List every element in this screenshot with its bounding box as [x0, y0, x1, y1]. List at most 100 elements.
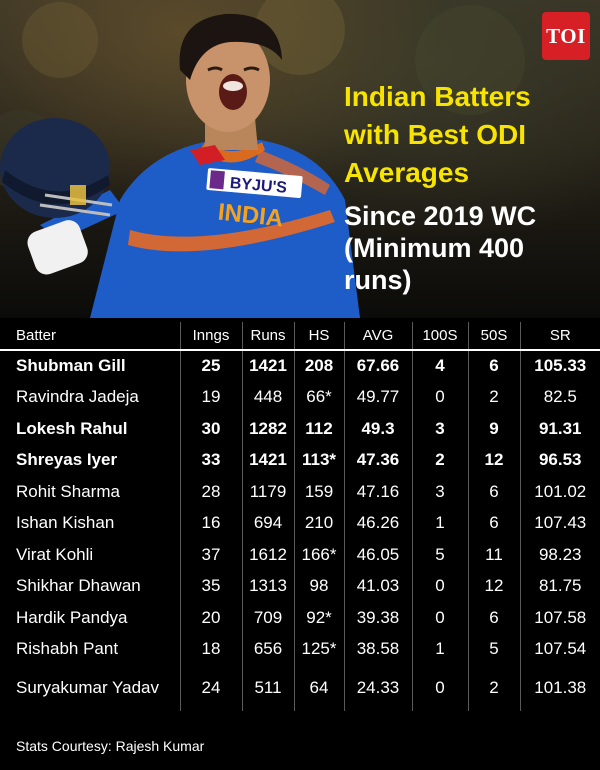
- high-score-cell: 208: [293, 350, 344, 382]
- fifties-cell: 5: [467, 633, 520, 665]
- strike-rate-cell: 101.02: [519, 476, 600, 508]
- batter-name: Lokesh Rahul: [16, 418, 128, 438]
- hero-photo: BYJU'S INDIA TOI Indian Batters with Bes…: [0, 0, 600, 318]
- batter-name: Suryakumar Yadav: [16, 678, 159, 697]
- strike-rate-cell: 107.43: [519, 507, 600, 539]
- hundreds-cell: 1: [411, 633, 468, 665]
- table-row: Virat Kohli 37 1612 166* 46.05 5 11 98.23: [0, 539, 600, 571]
- innings-cell: 19: [179, 381, 242, 413]
- average-cell: 49.3: [343, 413, 412, 445]
- fifties-cell: 2: [467, 665, 520, 711]
- high-score-cell: 112: [293, 413, 344, 445]
- hundreds-cell: 2: [411, 444, 468, 476]
- header-runs: Runs: [241, 322, 294, 351]
- strike-rate-cell: 98.23: [519, 539, 600, 571]
- fifties-cell: 9: [467, 413, 520, 445]
- innings-cell: 28: [179, 476, 242, 508]
- fifties-cell: 6: [467, 476, 520, 508]
- runs-cell: 1282: [241, 413, 294, 445]
- table-body: Shubman Gill 25 1421 208 67.66 4 6 105.33 Ravind…: [0, 350, 600, 711]
- innings-cell: 33: [179, 444, 242, 476]
- average-cell: 49.77: [343, 381, 412, 413]
- runs-cell: 656: [241, 633, 294, 665]
- hundreds-cell: 0: [411, 381, 468, 413]
- hundreds-cell: 3: [411, 413, 468, 445]
- toi-logo: TOI: [542, 12, 590, 60]
- table-row: Shubman Gill 25 1421 208 67.66 4 6 105.33: [0, 350, 600, 382]
- stats-table: Batter Inngs Runs HS AVG 100S 50S SR Shu…: [0, 322, 600, 711]
- fifties-cell: 11: [467, 539, 520, 571]
- innings-cell: 24: [179, 665, 242, 711]
- average-cell: 46.05: [343, 539, 412, 571]
- average-cell: 46.26: [343, 507, 412, 539]
- innings-cell: 35: [179, 570, 242, 602]
- average-cell: 47.16: [343, 476, 412, 508]
- high-score-cell: 125*: [293, 633, 344, 665]
- stats-table-container: Batter Inngs Runs HS AVG 100S 50S SR Shu…: [0, 322, 600, 711]
- runs-cell: 709: [241, 602, 294, 634]
- average-cell: 38.58: [343, 633, 412, 665]
- header-sr: SR: [519, 322, 600, 351]
- hundreds-cell: 1: [411, 507, 468, 539]
- batter-name: Shreyas Iyer: [16, 450, 118, 470]
- strike-rate-cell: 107.58: [519, 602, 600, 634]
- batter-name: Ishan Kishan: [16, 513, 115, 533]
- fifties-cell: 6: [467, 602, 520, 634]
- header-avg: AVG: [343, 322, 412, 351]
- table-row: Shikhar Dhawan 35 1313 98 41.03 0 12 81.75: [0, 570, 600, 602]
- strike-rate-cell: 81.75: [519, 570, 600, 602]
- hundreds-cell: 0: [411, 570, 468, 602]
- high-score-cell: 166*: [293, 539, 344, 571]
- innings-cell: 25: [179, 350, 242, 382]
- average-cell: 39.38: [343, 602, 412, 634]
- runs-cell: 1313: [241, 570, 294, 602]
- strike-rate-cell: 107.54: [519, 633, 600, 665]
- hundreds-cell: 4: [411, 350, 468, 382]
- hundreds-cell: 0: [411, 602, 468, 634]
- high-score-cell: 210: [293, 507, 344, 539]
- high-score-cell: 92*: [293, 602, 344, 634]
- headline: Indian Batters with Best ODI Averages: [344, 81, 531, 188]
- high-score-cell: 64: [293, 665, 344, 711]
- table-row: Rishabh Pant 18 656 125* 38.58 1 5 107.54: [0, 633, 600, 665]
- high-score-cell: 66*: [293, 381, 344, 413]
- average-cell: 24.33: [343, 665, 412, 711]
- runs-cell: 511: [241, 665, 294, 711]
- table-row: Shreyas Iyer 33 1421 113* 47.36 2 12 96.53: [0, 444, 600, 476]
- innings-cell: 18: [179, 633, 242, 665]
- header-50s: 50S: [467, 322, 520, 351]
- table-row: Lokesh Rahul 30 1282 112 49.3 3 9 91.31: [0, 413, 600, 445]
- strike-rate-cell: 91.31: [519, 413, 600, 445]
- hundreds-cell: 3: [411, 476, 468, 508]
- runs-cell: 694: [241, 507, 294, 539]
- table-row: Ishan Kishan 16 694 210 46.26 1 6 107.43: [0, 507, 600, 539]
- table-row: Rohit Sharma 28 1179 159 47.16 3 6 101.02: [0, 476, 600, 508]
- high-score-cell: 159: [293, 476, 344, 508]
- table-header-row: Batter Inngs Runs HS AVG 100S 50S SR: [0, 322, 600, 351]
- batter-name: Virat Kohli: [16, 544, 94, 564]
- fifties-cell: 12: [467, 570, 520, 602]
- table-row: Suryakumar Yadav 24 511 64 24.33 0 2 101.38: [0, 665, 600, 711]
- innings-cell: 20: [179, 602, 242, 634]
- runs-cell: 1612: [241, 539, 294, 571]
- hundreds-cell: 0: [411, 665, 468, 711]
- runs-cell: 448: [241, 381, 294, 413]
- subheadline: Since 2019 WC (Minimum 400 runs): [344, 201, 537, 295]
- batter-name: Ravindra Jadeja: [16, 387, 139, 407]
- batter-name: Shikhar Dhawan: [16, 576, 141, 596]
- runs-cell: 1179: [241, 476, 294, 508]
- cricketer-illustration: BYJU'S INDIA: [0, 0, 525, 318]
- fifties-cell: 6: [467, 350, 520, 382]
- batter-name: Hardik Pandya: [16, 607, 128, 627]
- runs-cell: 1421: [241, 350, 294, 382]
- batter-name: Shubman Gill: [16, 356, 126, 376]
- fifties-cell: 2: [467, 381, 520, 413]
- strike-rate-cell: 82.5: [519, 381, 600, 413]
- fifties-cell: 12: [467, 444, 520, 476]
- table-row: Ravindra Jadeja 19 448 66* 49.77 0 2 82.5: [0, 381, 600, 413]
- innings-cell: 37: [179, 539, 242, 571]
- innings-cell: 30: [179, 413, 242, 445]
- batter-name: Rishabh Pant: [16, 639, 119, 659]
- header-hs: HS: [293, 322, 344, 351]
- strike-rate-cell: 101.38: [519, 665, 600, 711]
